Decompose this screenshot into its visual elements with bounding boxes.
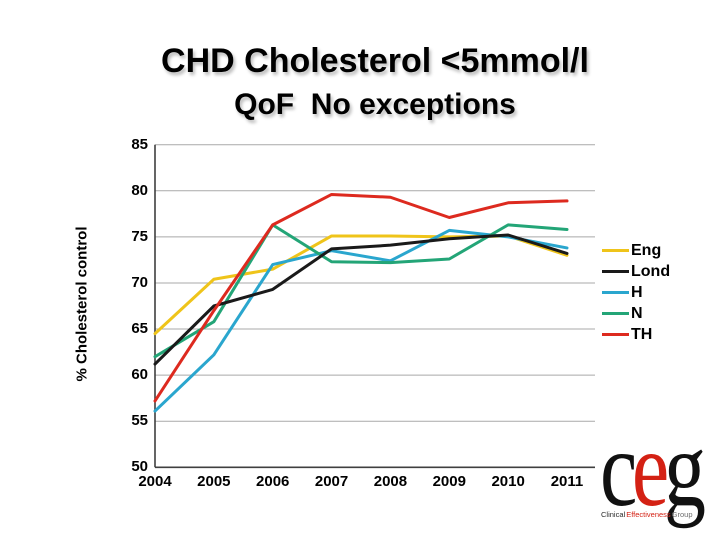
y-tick-label-55: 55 [131, 412, 148, 430]
logo-letter-e: e [631, 410, 669, 529]
series-line-H [153, 228, 569, 413]
logo-letter-c: c [600, 410, 637, 529]
series-line-Lond [153, 233, 569, 366]
legend-label-H: H [631, 283, 643, 301]
x-tick-label-2009: 2009 [432, 473, 466, 490]
legend-label-TH: TH [631, 325, 653, 343]
logo-letter-g: g [663, 410, 706, 529]
logo-subtext-clinical: Clinical [601, 510, 626, 519]
x-tick-label-2011: 2011 [550, 473, 584, 490]
legend-swatch-TH [602, 333, 629, 336]
chart-title: CHD Cholesterol <5mmol/l [161, 42, 589, 80]
chart-legend: Eng Lond H N TH [602, 242, 670, 343]
ceg-logo-subtext: ClinicalEffectivenessGroup [601, 510, 694, 519]
x-tick-label-2005: 2005 [197, 473, 231, 490]
y-tick-label-65: 65 [131, 320, 148, 338]
series-line-N [153, 223, 569, 359]
x-tick-label-2006: 2006 [256, 473, 290, 490]
legend-swatch-H [602, 291, 629, 294]
legend-item-TH: TH [602, 326, 670, 343]
logo-subtext-effectiveness: Effectiveness [626, 510, 671, 519]
legend-item-Lond: Lond [602, 263, 670, 280]
chart-subtitle: QoF No exceptions [234, 88, 516, 121]
y-tick-label-80: 80 [131, 181, 148, 199]
legend-item-N: N [602, 305, 670, 322]
y-tick-label-85: 85 [131, 135, 148, 153]
ceg-logo-text: ceg [600, 416, 706, 524]
ceg-logo: ceg ClinicalEffectivenessGroup [598, 416, 719, 539]
logo-subtext-group: Group [671, 510, 693, 519]
x-tick-label-2004: 2004 [138, 473, 172, 490]
legend-label-Lond: Lond [631, 262, 671, 280]
x-tick-label-2008: 2008 [373, 473, 408, 490]
y-tick-label-70: 70 [131, 273, 148, 291]
y-tick-label-50: 50 [131, 458, 148, 476]
legend-label-Eng: Eng [631, 241, 662, 259]
y-tick-label-60: 60 [131, 366, 148, 384]
series-line-TH [153, 192, 569, 403]
legend-swatch-Lond [602, 270, 629, 273]
x-tick-label-2007: 2007 [314, 473, 349, 490]
legend-item-H: H [602, 284, 670, 301]
legend-swatch-N [602, 312, 629, 315]
x-tick-label-2010: 2010 [491, 473, 525, 490]
legend-swatch-Eng [602, 249, 629, 252]
legend-label-N: N [631, 304, 643, 322]
legend-item-Eng: Eng [602, 242, 670, 259]
y-tick-label-75: 75 [131, 227, 148, 245]
